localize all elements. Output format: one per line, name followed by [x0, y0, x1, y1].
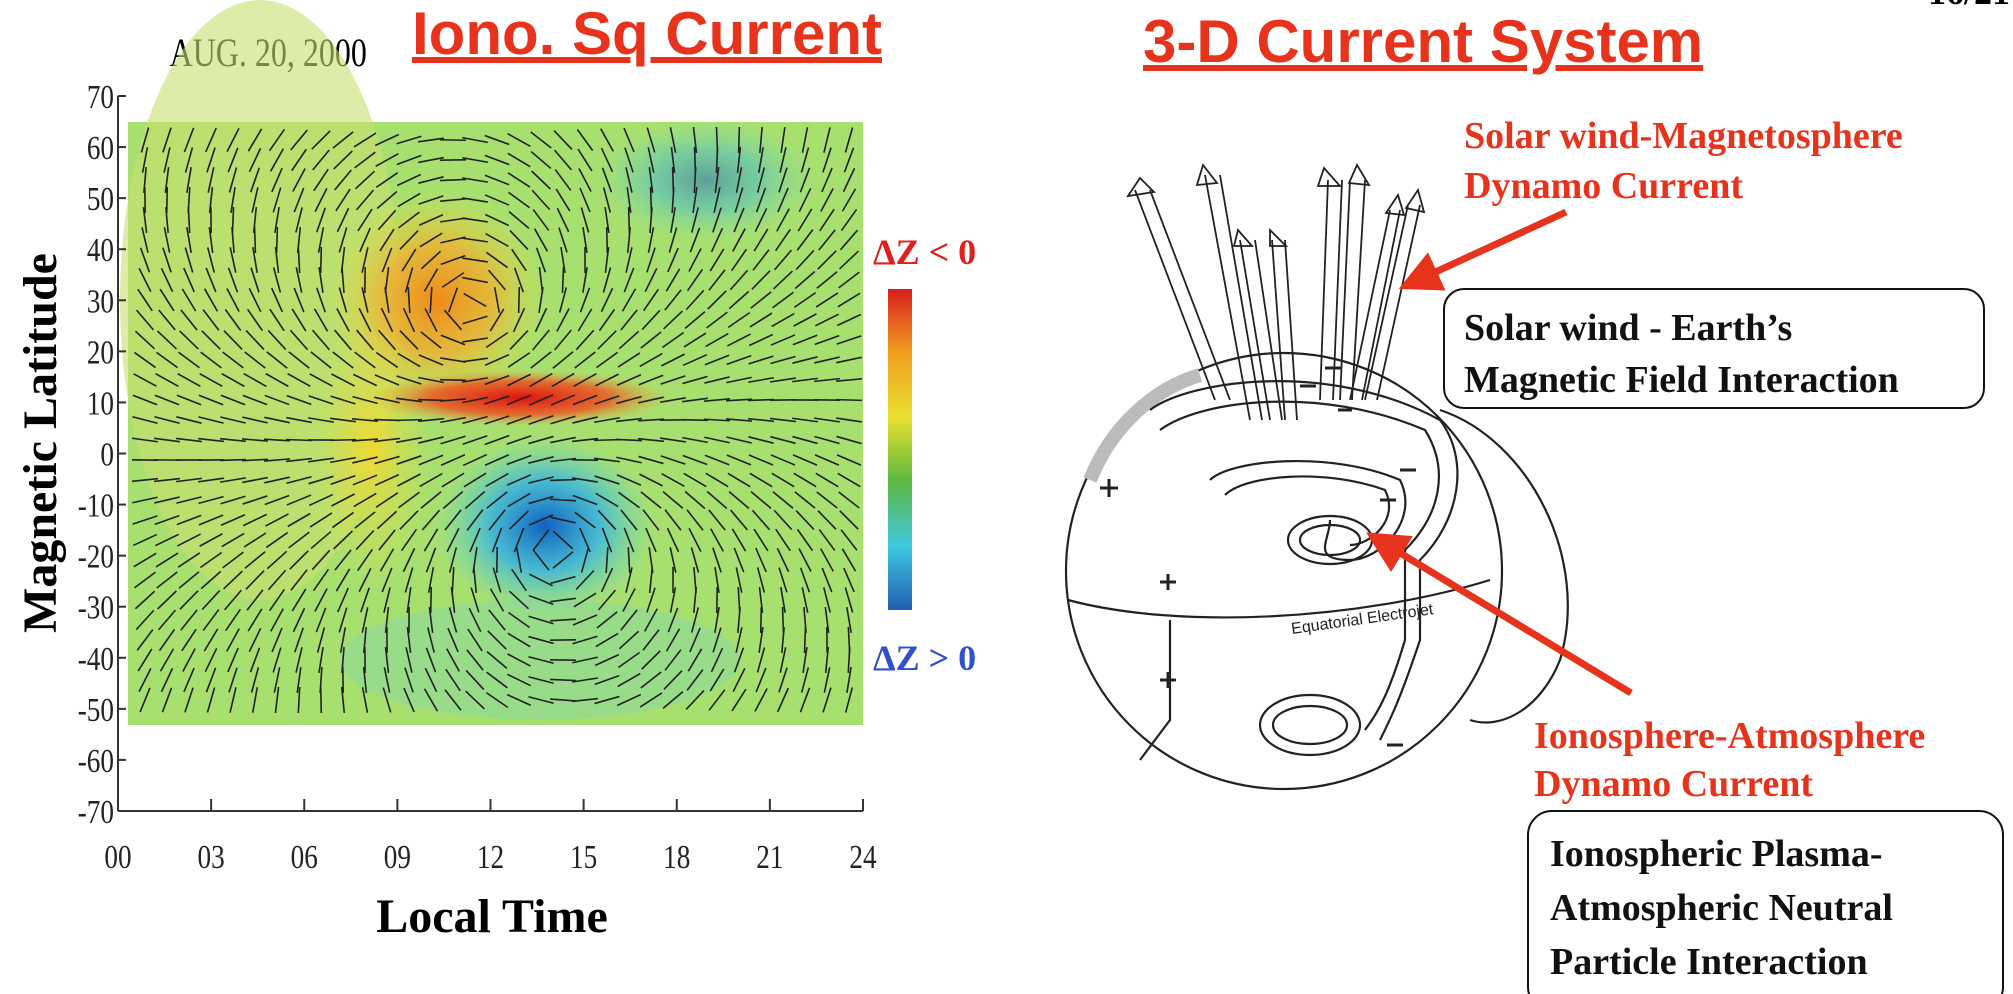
y-tick-label: -20 — [78, 538, 114, 576]
pointer-arrow — [1405, 212, 1566, 286]
lower-box-line: Ionospheric Plasma- — [1550, 833, 1883, 875]
y-tick-label: 40 — [87, 231, 114, 269]
x-tick-label: 24 — [849, 838, 876, 876]
vector — [805, 627, 806, 653]
y-tick-label: -40 — [78, 640, 114, 678]
lower-label-line: Dynamo Current — [1534, 763, 1813, 805]
left-title: Iono. Sq Current — [412, 0, 882, 67]
colorbar-top-label: ΔZ < 0 — [873, 232, 976, 272]
colorbar — [888, 289, 912, 610]
vector — [519, 287, 520, 313]
y-tick-label: 60 — [87, 129, 114, 167]
vector — [396, 420, 422, 421]
vector — [321, 687, 322, 713]
y-tick-label: -60 — [78, 742, 114, 780]
lower-label-line: Ionosphere-Atmosphere — [1534, 715, 1925, 757]
vector — [761, 607, 762, 633]
y-tick-label: 50 — [87, 180, 114, 218]
y-tick-label: 30 — [87, 282, 114, 320]
y-tick-label: 20 — [87, 334, 114, 372]
vector — [550, 480, 576, 481]
diagram-labels: Solar wind-Magnetosphere Dynamo Current So… — [1464, 115, 1925, 983]
vector — [255, 227, 256, 253]
vector — [440, 380, 466, 381]
x-tick-label: 00 — [104, 838, 131, 876]
y-axis-label: Magnetic Latitude — [14, 253, 67, 633]
y-tick-label: -30 — [78, 589, 114, 627]
x-axis-label: Local Time — [376, 890, 608, 943]
y-tick-label: 70 — [87, 78, 114, 116]
lower-box-line: Particle Interaction — [1550, 941, 1868, 983]
x-tick-label: 09 — [384, 838, 411, 876]
vector — [277, 227, 278, 253]
upper-label-line: Dynamo Current — [1464, 165, 1743, 207]
globe-diagram — [1066, 165, 1568, 789]
lower-box-line: Atmospheric Neutral — [1550, 887, 1893, 929]
page-number: 16/21 — [1928, 0, 2010, 12]
vector — [716, 147, 717, 173]
y-tick-label: 10 — [87, 385, 114, 423]
x-tick-label: 18 — [663, 838, 690, 876]
x-tick-label: 21 — [756, 838, 783, 876]
x-tick-label: 06 — [291, 838, 318, 876]
y-tick-label: 0 — [100, 436, 114, 474]
upper-box-line: Magnetic Field Interaction — [1464, 359, 1899, 401]
colorbar-bottom-label: ΔZ > 0 — [873, 638, 976, 678]
vector — [562, 267, 563, 293]
y-tick-label: -50 — [78, 691, 114, 729]
y-tick-label: -70 — [78, 793, 114, 831]
vector — [836, 400, 862, 401]
vector — [739, 127, 740, 153]
x-tick-label: 12 — [477, 838, 504, 876]
right-title: 3-D Current System — [1143, 8, 1703, 75]
slide: 16/21 AUG. 20, 2000 Iono. Sq Current 3-D… — [0, 0, 2013, 994]
vector — [321, 247, 322, 273]
vector — [607, 227, 608, 253]
upper-box-line: Solar wind - Earth’s — [1464, 307, 1792, 349]
x-tick-label: 15 — [570, 838, 597, 876]
y-tick-label: -10 — [78, 487, 114, 525]
upper-label-line: Solar wind-Magnetosphere — [1464, 115, 1903, 157]
x-tick-label: 03 — [198, 838, 225, 876]
